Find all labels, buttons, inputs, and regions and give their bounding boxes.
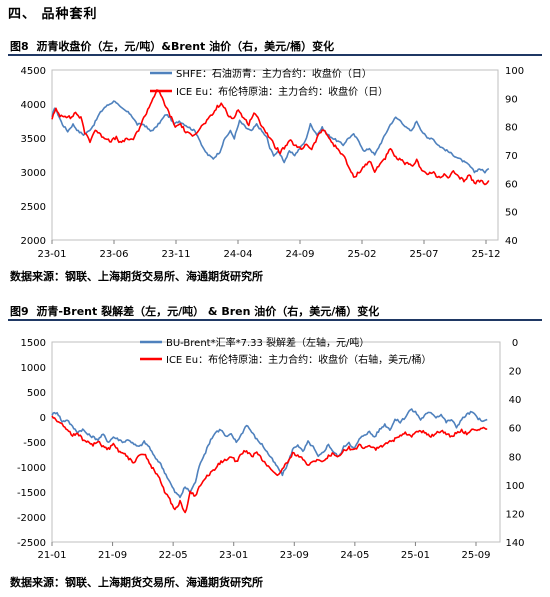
x-tick-label: 24-09 <box>285 249 314 260</box>
fig8-title-rule <box>8 54 542 56</box>
y-left-tick-label: 1000 <box>21 363 46 374</box>
fig9-title-text: 沥青-Brent 裂解差（左，元/吨） & Bren 油价（右，美元/桶）变化 <box>36 305 380 318</box>
y-left-tick-label: -2500 <box>17 538 46 549</box>
x-tick-label: 22-05 <box>159 550 188 561</box>
x-tick-label: 23-11 <box>161 249 190 260</box>
fig8-label: 图8 <box>10 40 29 53</box>
x-tick-label: 23-09 <box>280 550 309 561</box>
x-tick-label: 25-02 <box>347 249 376 260</box>
x-tick-label: 24-05 <box>340 550 369 561</box>
fig8-title: 图8 沥青收盘价（左，元/吨）&Brent 油价（右，美元/桶）变化 <box>10 38 334 54</box>
x-tick-label: 25-01 <box>401 550 430 561</box>
fig8-title-text: 沥青收盘价（左，元/吨）&Brent 油价（右，美元/桶）变化 <box>36 40 335 53</box>
x-tick-label: 25-07 <box>409 249 438 260</box>
chart-fig8: 2000 2500 3000 3500 4000 4500 40 50 60 70 80 90 100 2… <box>21 66 525 260</box>
y-left-tick-label: -1500 <box>17 488 46 499</box>
x-tick-label: 24-04 <box>223 249 252 260</box>
y-left-tick-label: 1500 <box>21 338 46 349</box>
y-right-tick-label: 60 <box>509 424 522 435</box>
y-left-tick-label: 4500 <box>21 66 46 77</box>
y-right-tick-label: 80 <box>505 123 518 134</box>
fig9-title: 图9 沥青-Brent 裂解差（左，元/吨） & Bren 油价（右，美元/桶）… <box>10 303 379 319</box>
x-tick-label: 23-06 <box>99 249 128 260</box>
y-left-tick-label: -1000 <box>17 463 46 474</box>
y-right-tick-label: 140 <box>505 538 524 549</box>
y-right-tick-label: 80 <box>509 452 522 463</box>
y-left-tick-label: 3000 <box>21 168 46 179</box>
y-left-tick-label: 4000 <box>21 100 46 111</box>
y-right-tick-label: 40 <box>505 236 518 247</box>
y-left-tick-label: 0 <box>40 413 46 424</box>
chart-fig9: -2500 -2000 -1500 -1000 -500 0 500 1000 1500 0 20 4… <box>17 336 525 561</box>
series-line-1 <box>51 408 488 499</box>
fig8-source: 数据来源：钢联、上海期货交易所、海通期货研究所 <box>10 270 263 283</box>
legend-label-1: SHFE：石油沥青：主力合约：收盘价（日） <box>176 67 372 80</box>
y-left-tick-label: -500 <box>23 438 46 449</box>
x-tick-label: 23-01 <box>37 249 66 260</box>
y-left-tick-label: 2500 <box>21 202 46 213</box>
y-right-tick-label: 0 <box>512 338 518 349</box>
series-line-1 <box>51 100 490 174</box>
y-left-tick-label: -2000 <box>17 513 46 524</box>
plot-frame <box>51 69 499 241</box>
y-right-tick-label: 70 <box>505 151 518 162</box>
y-right-tick-label: 40 <box>509 395 522 406</box>
fig9-label: 图9 <box>10 305 29 318</box>
fig9-source: 数据来源：钢联、上海期货交易所、海通期货研究所 <box>10 576 263 589</box>
x-tick-label: 25-09 <box>461 550 490 561</box>
plot-frame <box>51 341 501 543</box>
y-right-tick-label: 20 <box>509 367 522 378</box>
y-right-tick-label: 50 <box>505 208 518 219</box>
x-tick-label: 21-01 <box>37 550 66 561</box>
section-title: 四、 品种套利 <box>8 7 98 22</box>
y-right-tick-label: 100 <box>505 481 524 492</box>
y-right-tick-label: 60 <box>505 179 518 190</box>
series-line-2 <box>51 89 490 186</box>
x-tick-label: 25-12 <box>471 249 500 260</box>
y-left-tick-label: 2000 <box>21 236 46 247</box>
y-left-tick-label: 500 <box>27 388 46 399</box>
fig9-title-rule <box>8 319 542 321</box>
y-right-tick-label: 120 <box>505 509 524 520</box>
legend-label-2: ICE Eu：布伦特原油：主力合约：收盘价（日） <box>176 85 388 98</box>
x-tick-label: 21-09 <box>98 550 127 561</box>
series-line-2 <box>51 415 488 514</box>
y-right-tick-label: 100 <box>505 66 524 77</box>
y-right-tick-label: 90 <box>505 94 518 105</box>
x-tick-label: 23-01 <box>219 550 248 561</box>
legend-label-1: BU-Brent*汇率*7.33 裂解差（左轴，元/吨） <box>166 336 369 349</box>
y-left-tick-label: 3500 <box>21 134 46 145</box>
legend-label-2: ICE Eu：布伦特原油：主力合约：收盘价（右轴，美元/桶） <box>166 353 431 366</box>
